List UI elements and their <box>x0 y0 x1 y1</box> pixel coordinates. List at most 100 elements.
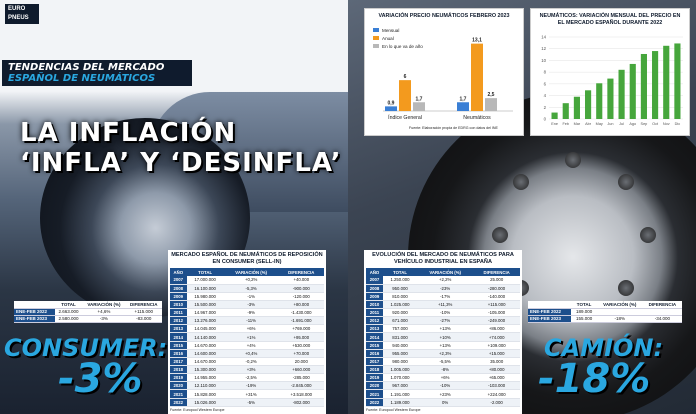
consumer-table-source: Fuente: Europool Western Europe <box>170 407 225 412</box>
variation-cell: -11% <box>223 316 279 326</box>
year-cell: 2010 <box>366 300 383 310</box>
chart1-bar <box>457 102 469 111</box>
table-row: 2015 940.000 +13% +109.000 <box>366 341 520 350</box>
table-row: 2009 15.980.000 -1% -120.000 <box>170 292 324 301</box>
year-cell: 2019 <box>366 373 383 383</box>
legend-item: Mensual <box>373 27 423 35</box>
table-row: 2013 14.045.000 +6% +769.000 <box>170 324 324 334</box>
table-row: 2019 14.955.000 -2,5% -285.000 <box>170 373 324 383</box>
total-cell: 920.000 <box>383 308 417 318</box>
chart2-bar <box>585 90 592 119</box>
year-cell: 2021 <box>170 389 187 399</box>
year-cell: 2016 <box>170 349 187 358</box>
table-row: 2016 14.600.000 +0,4% +70.000 <box>170 349 324 358</box>
total-cell: 14.140.000 <box>186 332 224 342</box>
summary-total: 2.663.000 <box>54 308 83 316</box>
year-cell: 2017 <box>366 357 383 367</box>
table-row: 2011 14.967.000 -9% -1.430.000 <box>170 308 324 318</box>
year-cell: 2014 <box>366 332 383 342</box>
chart2-xtick-label: Sep <box>641 122 648 126</box>
chart1-value-label: 6 <box>404 74 407 80</box>
variation-cell: -19% <box>223 381 279 391</box>
chart1-value-label: 13,1 <box>472 38 482 44</box>
difference-cell: +74.000 <box>473 332 520 342</box>
variation-cell: -1% <box>223 292 279 301</box>
table-row: 2012 13.276.000 -11% -1.691.000 <box>170 316 324 326</box>
table-header: AÑO <box>366 268 383 276</box>
chart2-ytick-label: 14 <box>541 35 546 40</box>
difference-cell: +115.000 <box>473 300 520 310</box>
summary-total: 189.000 <box>571 308 597 316</box>
legend-item: En lo que va de año <box>373 43 423 51</box>
total-cell: 1.070.000 <box>383 373 417 383</box>
variation-cell: +31% <box>223 389 279 399</box>
table-row: 2007 1.250.000 +2,2% 25.000 <box>366 276 520 285</box>
chart2-xtick-label: May <box>596 122 603 126</box>
chart1-title: Variación precio neumáticos febrero 2023 <box>378 13 510 19</box>
year-cell: 2022 <box>170 398 187 407</box>
legend-label: Anual <box>382 36 394 41</box>
total-cell: 15.828.000 <box>186 389 224 399</box>
consumer-percent: -3% <box>58 356 143 402</box>
summary-variation: +4,6% <box>82 308 126 316</box>
brand-logo: EURO PNEUS <box>5 4 39 24</box>
total-cell: 17.000.000 <box>186 276 224 285</box>
table-row: 2015 14.670.000 +4% +530.000 <box>170 341 324 350</box>
total-cell: 12.110.000 <box>186 381 224 391</box>
year-cell: 2011 <box>170 308 187 318</box>
variation-cell: -10% <box>417 308 474 318</box>
chart1-category-label: Índice General <box>388 114 422 121</box>
wheel-bolt <box>640 227 656 243</box>
chart2-bar <box>629 63 636 119</box>
difference-cell: -1.691.000 <box>278 316 324 326</box>
total-cell: 15.500.000 <box>186 300 224 310</box>
summary-row: ENE-FEB 2023 155.000 -18% -34.000 <box>528 315 682 323</box>
legend-swatch <box>373 28 379 32</box>
year-cell: 2013 <box>170 324 187 334</box>
total-cell: 671.000 <box>383 316 417 326</box>
variation-cell: -17% <box>417 292 474 301</box>
chart1-bar <box>385 106 397 111</box>
left-page: EURO PNEUS Tendencias del mercado españo… <box>0 0 348 414</box>
total-cell: 13.276.000 <box>186 316 224 326</box>
difference-cell: +86.000 <box>473 324 520 334</box>
variation-cell: -5% <box>223 398 279 407</box>
variation-cell: +0,2% <box>223 276 279 285</box>
variation-cell: +2,2% <box>417 276 474 285</box>
variation-cell: +4% <box>223 341 279 350</box>
chart2-xtick-label: Feb <box>562 122 569 126</box>
summary-variation: -18% <box>596 315 643 323</box>
table-header: TOTAL <box>186 268 224 276</box>
difference-cell: -1.430.000 <box>278 308 324 318</box>
variation-cell: -0,2% <box>223 357 279 367</box>
variation-cell: +3% <box>223 365 279 375</box>
table-row: 2022 1.189.000 0% -2.000 <box>366 398 520 407</box>
total-cell: 14.670.000 <box>186 357 224 367</box>
section-tag-line1: Tendencias del mercado <box>8 62 165 73</box>
legend-label: Mensual <box>382 28 400 33</box>
difference-cell: +109.000 <box>473 341 520 350</box>
headline: LA INFLACIÓN ‘INFLA’ Y ‘DESINFLA’ <box>20 118 342 178</box>
table-row: 2010 15.500.000 -3% +80.000 <box>170 300 324 310</box>
summary-header: TOTAL <box>571 301 597 309</box>
year-cell: 2012 <box>170 316 187 326</box>
difference-cell: 25.000 <box>473 276 520 285</box>
chart2-xtick-label: Mar <box>574 122 581 126</box>
table-row: 2020 967.000 -10% -103.000 <box>366 381 520 391</box>
headline-line2: ‘INFLA’ Y ‘DESINFLA’ <box>20 148 342 178</box>
variation-cell: -9% <box>223 308 279 318</box>
variation-cell: +6% <box>223 324 279 334</box>
chart1-value-label: 0,9 <box>388 100 395 106</box>
chart2-bar <box>640 53 647 119</box>
year-cell: 2009 <box>170 292 187 301</box>
chart2-ytick-label: 8 <box>544 70 547 75</box>
difference-cell: +530.000 <box>278 341 324 350</box>
total-cell: 15.026.000 <box>186 398 224 407</box>
table-row: 2008 950.000 -23% -280.000 <box>366 284 520 293</box>
summary-difference: -83.000 <box>125 315 162 323</box>
year-cell: 2009 <box>366 292 383 301</box>
year-cell: 2018 <box>170 365 187 375</box>
variation-cell: +1% <box>223 332 279 342</box>
chart2-ytick-label: 4 <box>544 93 547 98</box>
summary-row-label: ENE-FEB 2023 <box>528 315 572 323</box>
